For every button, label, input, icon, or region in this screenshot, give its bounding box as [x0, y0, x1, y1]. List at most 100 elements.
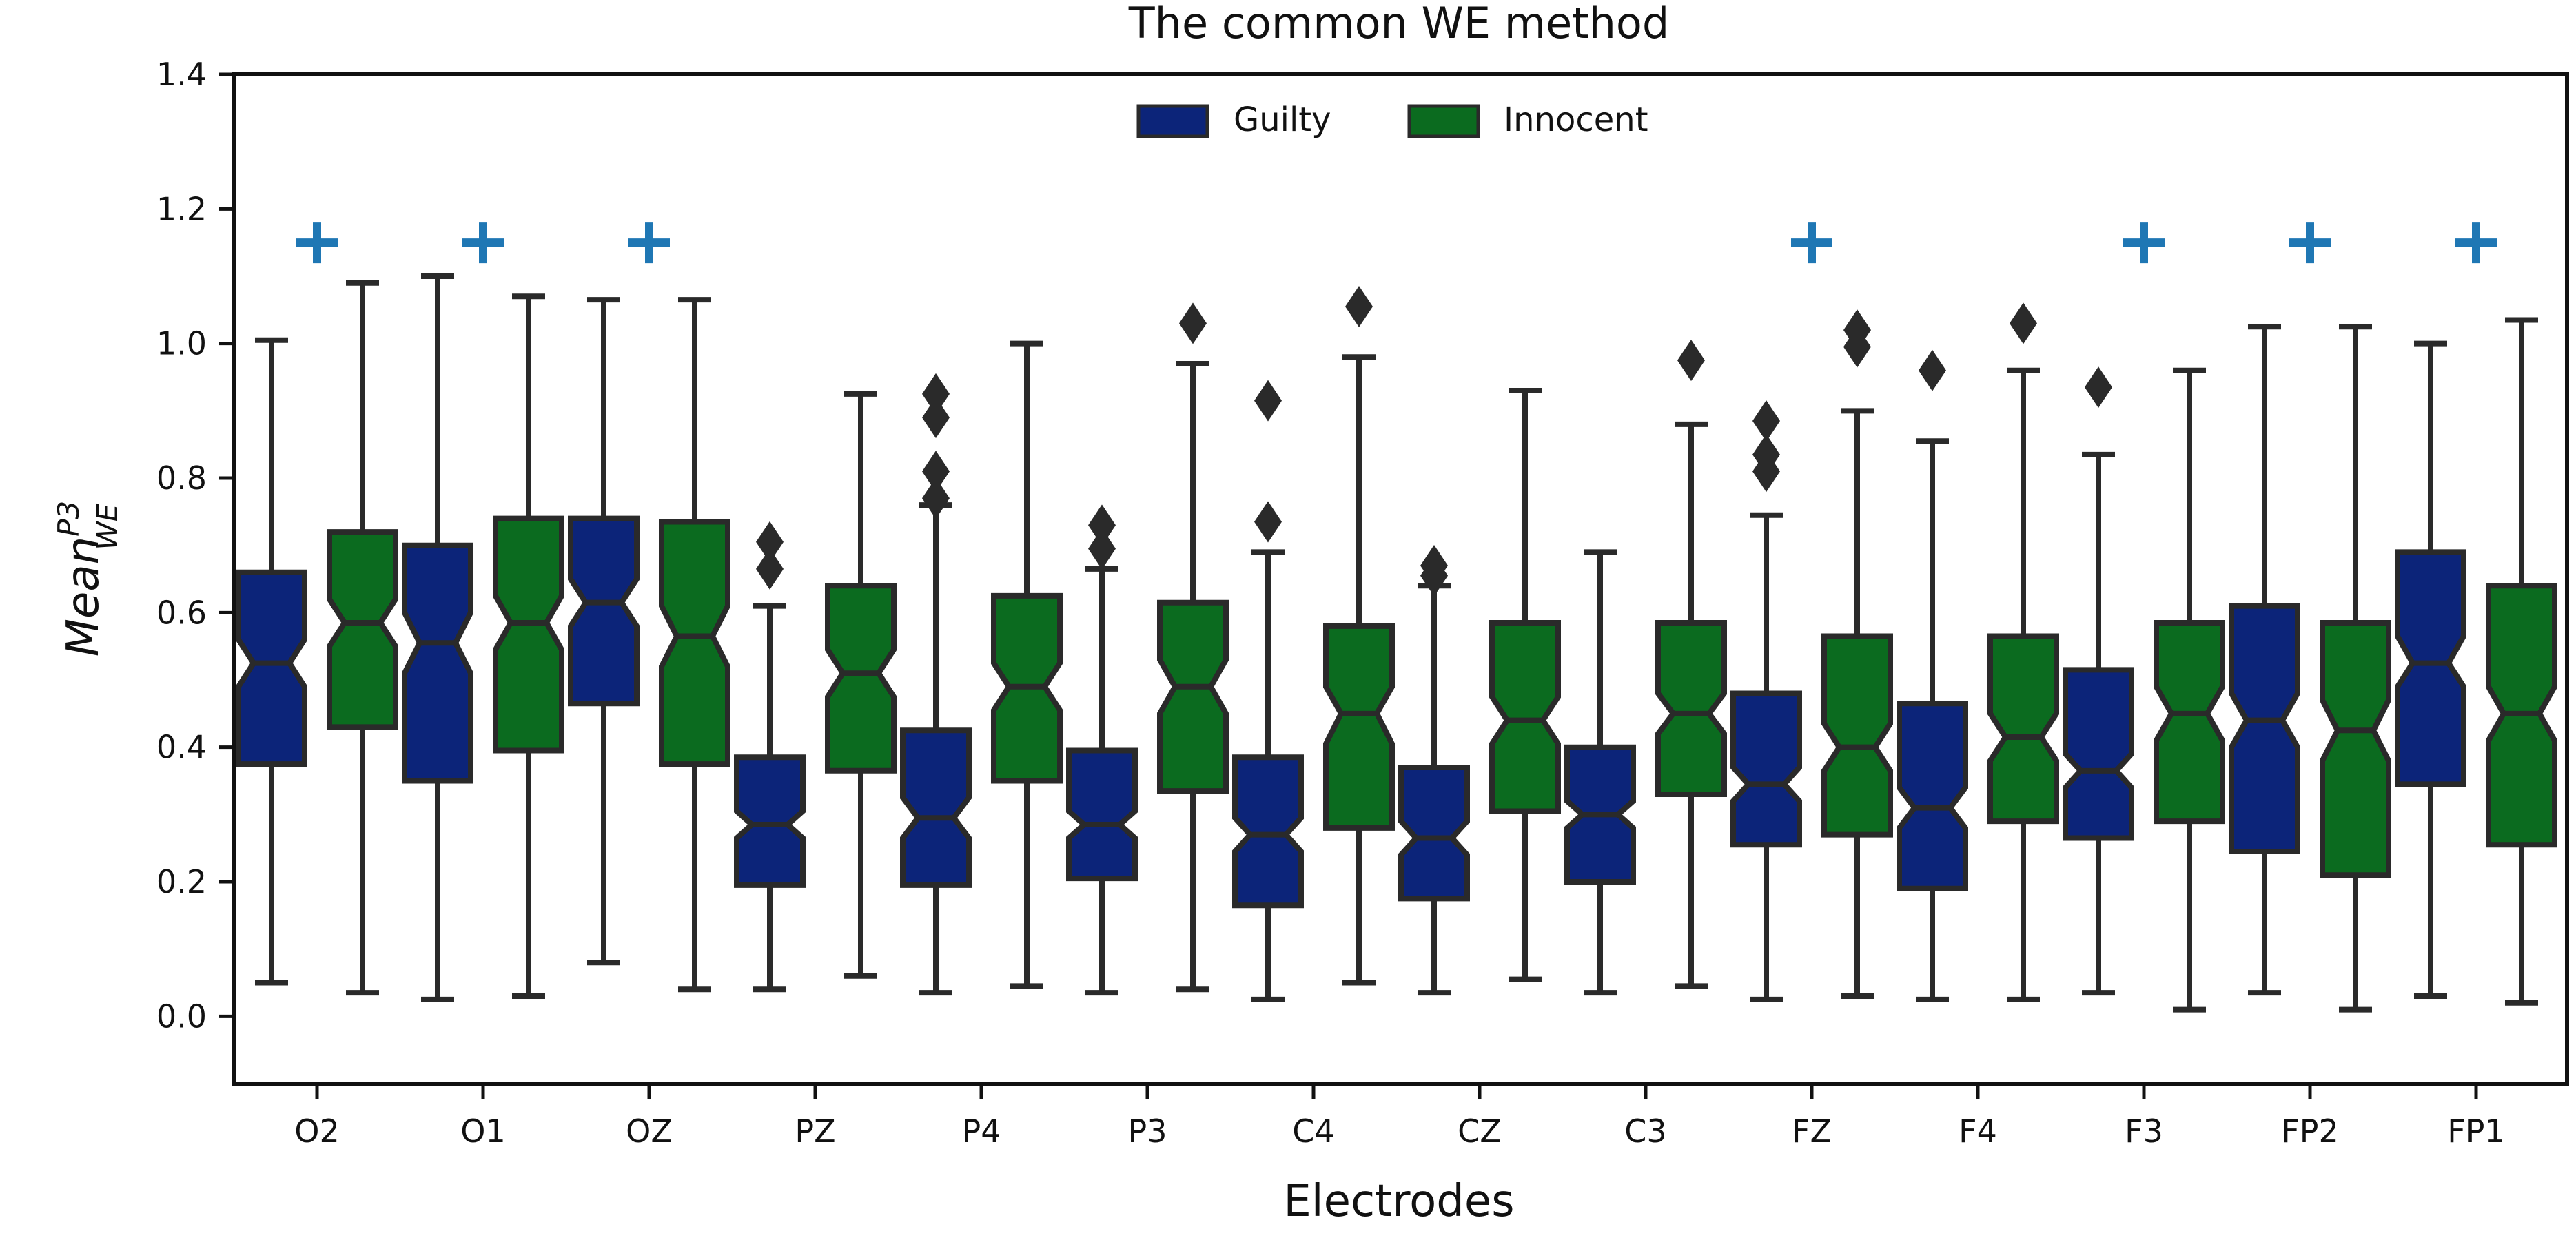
box-innocent-c3 — [1655, 340, 1727, 989]
x-tick-label: P4 — [961, 1113, 1001, 1150]
y-tick-label: 0.2 — [156, 863, 207, 900]
box-body — [568, 515, 640, 707]
plot-area — [236, 222, 2557, 1013]
box-body — [402, 542, 473, 784]
outlier-marker — [922, 397, 950, 439]
x-tick-label: P3 — [1127, 1113, 1167, 1150]
box-innocent-f3 — [2154, 367, 2225, 1013]
box-body — [236, 569, 307, 767]
x-axis-label: Electrodes — [1283, 1176, 1514, 1227]
box-guilty-f3 — [2063, 366, 2134, 996]
box-innocent-p3 — [1157, 302, 1229, 993]
box-guilty-oz — [568, 297, 640, 966]
box-body — [493, 515, 564, 754]
box-body — [1157, 599, 1229, 794]
outlier-marker — [1345, 285, 1373, 327]
box-guilty-cz — [1398, 544, 1470, 996]
box-body — [1821, 633, 1893, 838]
outlier-marker — [2085, 366, 2112, 409]
x-tick-label: CZ — [1458, 1113, 1502, 1150]
box-body — [1987, 633, 2059, 825]
box-body — [2063, 667, 2134, 841]
x-tick-label: OZ — [626, 1113, 673, 1150]
box-body — [900, 727, 972, 888]
box-innocent-o1 — [493, 293, 564, 1000]
x-tick-label: FZ — [1792, 1113, 1832, 1150]
box-body — [1398, 765, 1470, 902]
y-axis-label-base: Mean — [58, 537, 109, 657]
significance-marker-fp1 — [2455, 222, 2497, 264]
box-guilty-f4 — [1897, 349, 1968, 1002]
outlier-marker — [1088, 528, 1116, 570]
box-body — [1066, 747, 1138, 882]
outlier-marker — [756, 548, 784, 590]
box-body — [659, 519, 730, 767]
outlier-marker — [1179, 302, 1207, 344]
significance-marker-fp2 — [2289, 222, 2331, 264]
box-body — [2320, 620, 2391, 878]
box-guilty-fz — [1730, 400, 1802, 1002]
outlier-marker — [1254, 501, 1282, 543]
x-tick-label: C4 — [1292, 1113, 1334, 1150]
series-innocent — [327, 280, 2557, 1013]
axes-frame — [232, 72, 2569, 1086]
box-innocent-o2 — [327, 280, 398, 996]
significance-markers — [296, 222, 2497, 264]
box-innocent-p4 — [991, 340, 1063, 989]
box-body — [1897, 701, 1968, 891]
significance-marker-oz — [628, 222, 670, 264]
x-tick-label: F3 — [2125, 1113, 2163, 1150]
box-guilty-p4 — [900, 373, 972, 996]
box-innocent-c4 — [1323, 285, 1395, 986]
y-axis-label-sub: WE — [90, 503, 124, 550]
box-innocent-pz — [825, 391, 897, 979]
y-tick-label: 0.6 — [156, 594, 207, 631]
y-tick-label: 0.8 — [156, 459, 207, 497]
box-body — [1730, 690, 1802, 848]
x-tick-label: F4 — [1959, 1113, 1997, 1150]
box-innocent-cz — [1489, 388, 1561, 982]
significance-marker-o2 — [296, 222, 338, 264]
box-innocent-fz — [1821, 309, 1893, 1000]
chart-title: The common WE method — [1128, 0, 1669, 48]
legend-label-guilty: Guilty — [1234, 101, 1331, 139]
x-tick-label: FP2 — [2281, 1113, 2338, 1150]
outlier-marker — [922, 451, 950, 493]
box-body — [2395, 549, 2466, 787]
box-body — [1655, 620, 1727, 797]
x-axis: O2 O1 OZ PZ P4 P3 C4 CZ C3 FZ F4 F3 FP2 FP1 — [294, 1084, 2505, 1150]
outlier-marker — [1919, 349, 1946, 391]
y-tick-label: 1.0 — [156, 325, 207, 362]
legend-label-innocent: Innocent — [1504, 101, 1648, 139]
box-innocent-f4 — [1987, 302, 2059, 1002]
box-guilty-o1 — [402, 273, 473, 1002]
outlier-marker — [1254, 380, 1282, 422]
outlier-marker — [1677, 340, 1705, 382]
box-body — [1232, 754, 1304, 909]
box-guilty-fp2 — [2229, 324, 2300, 996]
box-body — [1489, 620, 1561, 814]
outlier-marker — [2010, 302, 2037, 344]
box-body — [734, 754, 806, 888]
outlier-marker — [756, 521, 784, 563]
legend-swatch-guilty — [1136, 104, 1209, 138]
box-body — [2229, 603, 2300, 854]
box-guilty-c3 — [1564, 549, 1636, 996]
x-tick-label: O1 — [460, 1113, 505, 1150]
outlier-marker — [1088, 504, 1116, 546]
outlier-marker — [922, 477, 950, 519]
box-body — [825, 583, 897, 774]
y-tick-label: 1.2 — [156, 190, 207, 227]
y-tick-label: 0.4 — [156, 729, 207, 766]
x-tick-label: PZ — [795, 1113, 835, 1150]
y-tick-label: 1.4 — [156, 56, 207, 93]
x-tick-label: O2 — [294, 1113, 339, 1150]
significance-marker-f3 — [2123, 222, 2165, 264]
significance-marker-fz — [1791, 222, 1832, 264]
box-innocent-fp2 — [2320, 324, 2391, 1013]
y-tick-label: 0.0 — [156, 998, 207, 1035]
box-body — [2154, 620, 2225, 825]
x-tick-label: FP1 — [2447, 1113, 2504, 1150]
significance-marker-o1 — [462, 222, 504, 264]
